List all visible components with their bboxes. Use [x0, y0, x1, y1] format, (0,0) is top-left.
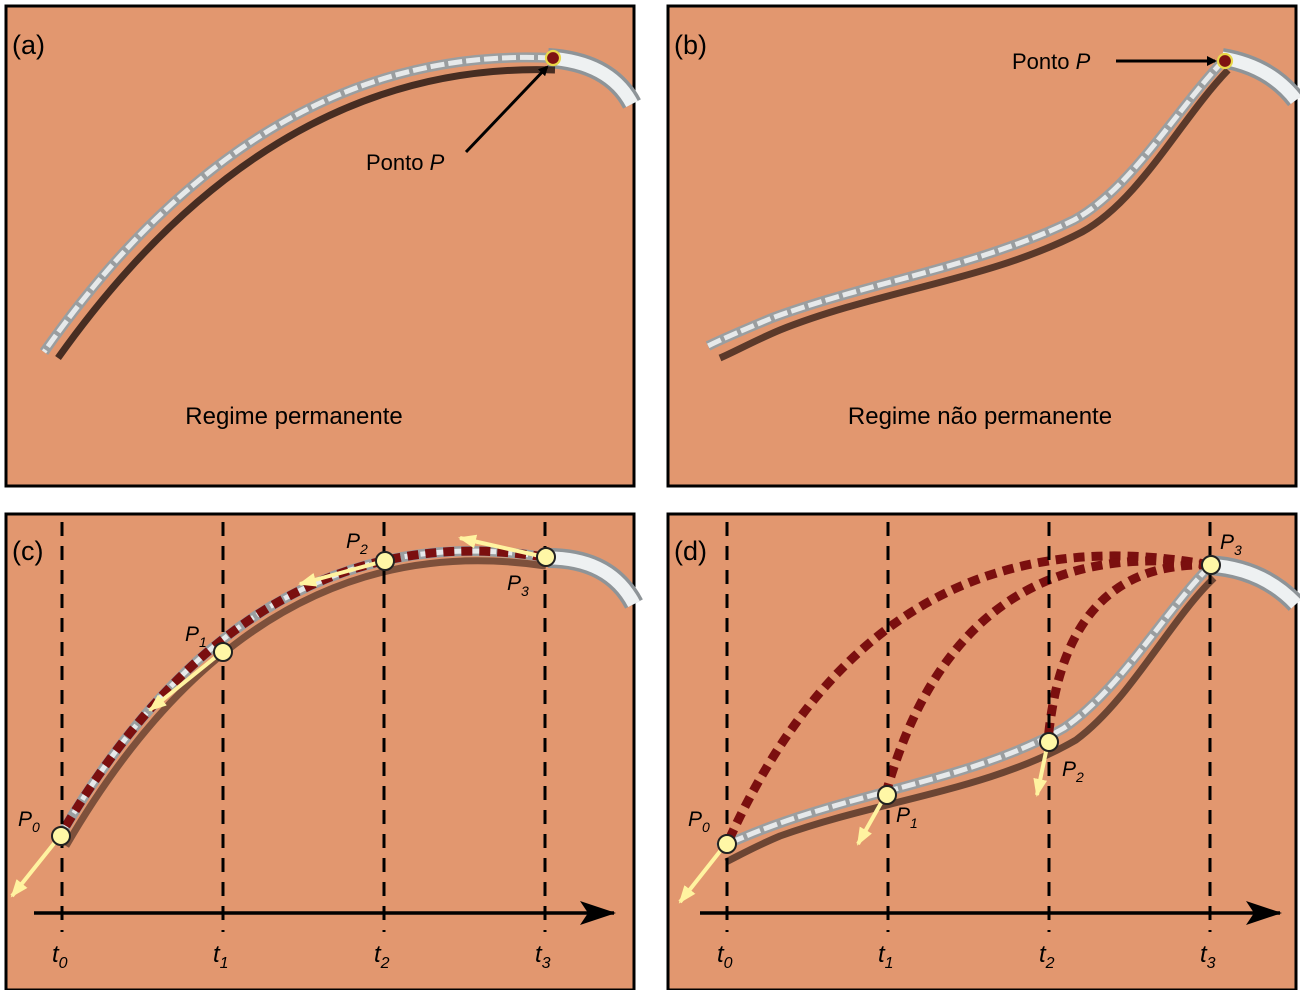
panel-a-caption: Regime permanente	[185, 403, 402, 430]
point-p-label: Ponto P	[366, 150, 445, 175]
point-label-p1: P1	[896, 804, 918, 831]
point-letter: P	[1062, 758, 1076, 781]
velocity-arrow-p1	[856, 795, 887, 846]
time-subscript: 0	[724, 955, 733, 972]
time-label-t0: t0	[52, 941, 68, 972]
time-label-t1: t1	[213, 941, 229, 972]
point-letter: P	[1220, 531, 1234, 554]
point-label-p2: P2	[346, 530, 368, 557]
panel-c-tag: (c)	[12, 536, 43, 566]
stream-shadow	[62, 557, 547, 848]
time-subscript: 2	[380, 955, 390, 972]
velocity-arrow-p0	[678, 843, 727, 904]
trajectory-p1	[881, 556, 1211, 795]
time-subscript: 2	[1045, 955, 1055, 972]
point-subscript: 0	[32, 819, 40, 835]
panel-d: (d) P0 P1 P2 P3 t0 t1 t2 t3	[666, 512, 1300, 990]
point-letter: P	[507, 572, 521, 595]
point-marker-p2	[1039, 732, 1059, 752]
point-marker-p0	[51, 826, 71, 846]
trajectory-p0	[723, 551, 1211, 844]
point-label-p3: P3	[507, 572, 529, 599]
panel-d-tag: (d)	[674, 536, 707, 566]
time-label-t2: t2	[1039, 941, 1055, 972]
point-subscript: 3	[1234, 542, 1242, 558]
stream-shadow	[724, 575, 1217, 866]
point-marker-p2	[375, 551, 395, 571]
time-subscript: 0	[59, 955, 68, 972]
point-p-label: Ponto P	[1012, 49, 1091, 74]
time-subscript: 3	[542, 955, 551, 972]
velocity-arrow-p3	[458, 534, 541, 558]
nozzle-highlight	[547, 551, 640, 608]
point-subscript: 1	[910, 815, 918, 831]
trajectory-path	[56, 546, 545, 839]
panel-a: (a) Ponto P Regime permanente	[4, 4, 641, 488]
water-stream-highlight	[717, 564, 1212, 851]
point-label-p2: P2	[1062, 758, 1084, 785]
point-subscript: 2	[359, 541, 368, 557]
point-p-arrow	[464, 65, 549, 154]
panel-b-background	[666, 4, 1298, 488]
point-letter: P	[185, 623, 199, 646]
time-letter: t	[374, 941, 382, 968]
time-letter: t	[1039, 941, 1047, 968]
time-letter: t	[717, 941, 725, 968]
trajectory-p2	[1043, 560, 1211, 742]
water-stream-highlight	[706, 58, 1226, 349]
time-label-t1: t1	[878, 941, 894, 972]
time-label-t3: t3	[1200, 941, 1216, 972]
time-letter: t	[1200, 941, 1208, 968]
time-letter: t	[878, 941, 886, 968]
velocity-arrow-p2	[298, 559, 385, 587]
panel-b-tag: (b)	[674, 30, 707, 60]
stream-shadow	[718, 67, 1231, 362]
velocity-arrow-p0	[10, 834, 62, 898]
point-label-p0: P0	[688, 808, 710, 835]
time-letter: t	[535, 941, 543, 968]
point-subscript: 2	[1075, 769, 1084, 785]
panel-b: (b) Ponto P Regime não permanente	[666, 4, 1300, 488]
time-label-t3: t3	[535, 941, 551, 972]
point-p-word: Ponto	[1012, 49, 1070, 74]
point-marker-p1	[213, 642, 233, 662]
stream-shadow	[55, 66, 556, 361]
panel-c: (c) P0 P1 P2 P3 t0 t1 t2 t3	[4, 512, 643, 990]
point-marker-p1	[877, 785, 897, 805]
point-subscript: 0	[702, 819, 710, 835]
panel-a-tag: (a)	[12, 30, 45, 60]
time-letter: t	[213, 941, 221, 968]
point-marker-p3	[1201, 555, 1221, 575]
point-p-marker	[1216, 52, 1234, 70]
point-p-word: Ponto	[366, 150, 424, 175]
velocity-arrow-p1	[148, 650, 224, 712]
time-subscript: 3	[1207, 955, 1216, 972]
time-label-t0: t0	[717, 941, 733, 972]
point-label-p3: P3	[1220, 531, 1242, 558]
point-letter: P	[18, 808, 32, 831]
point-p-var: P	[1076, 49, 1091, 74]
point-subscript: 1	[199, 634, 207, 650]
point-marker-p3	[536, 547, 556, 567]
point-p-var: P	[430, 150, 445, 175]
panel-d-background	[666, 512, 1298, 990]
point-p-marker	[544, 49, 562, 67]
time-subscript: 1	[885, 955, 894, 972]
point-letter: P	[346, 530, 360, 553]
panel-b-caption: Regime não permanente	[848, 403, 1112, 430]
point-subscript: 3	[521, 583, 529, 599]
water-stream-highlight	[41, 54, 553, 354]
point-letter: P	[896, 804, 910, 827]
point-label-p1: P1	[185, 623, 207, 650]
time-letter: t	[52, 941, 60, 968]
point-letter: P	[688, 808, 702, 831]
point-marker-p0	[717, 834, 737, 854]
point-label-p0: P0	[18, 808, 40, 835]
time-subscript: 1	[220, 955, 229, 972]
time-label-t2: t2	[374, 941, 390, 972]
